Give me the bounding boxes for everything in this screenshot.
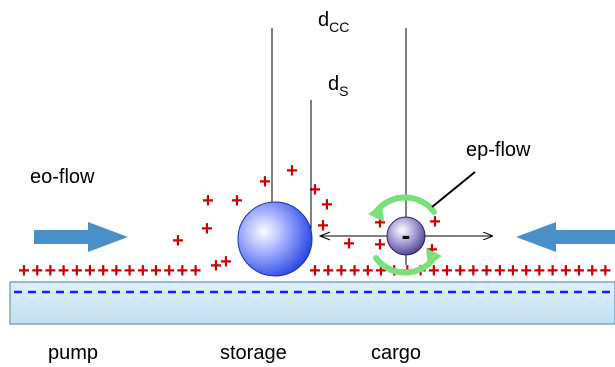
cargo-label: cargo [371, 342, 421, 364]
plus-charge: + [547, 260, 559, 282]
arrow-left-icon [516, 222, 615, 252]
plus-charge: + [202, 190, 214, 212]
plus-charge: + [560, 260, 572, 282]
plus-charge: + [31, 260, 43, 282]
plus-charge: + [494, 260, 506, 282]
plus-charge: + [454, 260, 466, 282]
plus-charge: + [150, 260, 162, 282]
arrow-right-icon [34, 222, 128, 252]
plus-charge: + [231, 190, 243, 212]
plus-charge: + [124, 260, 136, 282]
plus-charge: + [84, 260, 96, 282]
plus-charge: + [201, 218, 213, 240]
d-s-label: dS [328, 73, 348, 99]
plus-charge: + [58, 260, 70, 282]
plus-charge: + [210, 255, 222, 277]
plus-charge: + [18, 260, 30, 282]
plus-charge: + [309, 260, 321, 282]
plus-charge: + [163, 260, 175, 282]
plus-charge: + [71, 260, 83, 282]
plus-charge: + [137, 260, 149, 282]
storage-particle [238, 202, 312, 276]
eo-flow-label: eo-flow [30, 166, 95, 188]
plus-charge: + [220, 251, 232, 273]
plus-charge: + [45, 260, 57, 282]
plus-charge: + [97, 260, 109, 282]
cargo-negative-charge: - [402, 220, 411, 250]
plus-charge: + [586, 260, 598, 282]
plus-charge: + [520, 260, 532, 282]
plus-charge: + [374, 234, 386, 256]
plus-charge: + [336, 260, 348, 282]
plus-charge: + [507, 260, 519, 282]
plus-charge: + [600, 260, 612, 282]
plus-charge: + [573, 260, 585, 282]
plus-charge: + [259, 171, 271, 193]
d-cc-label: dCC [318, 9, 349, 35]
substrate [10, 282, 615, 324]
ep-flow-pointer [432, 172, 475, 207]
pump-label: pump [48, 342, 98, 364]
plus-charge: + [190, 260, 202, 282]
ep-flow-label: ep-flow [466, 139, 531, 161]
plus-charge: + [322, 260, 334, 282]
plus-charge: + [172, 230, 184, 252]
plus-charge: + [349, 260, 361, 282]
plus-charge: + [286, 160, 298, 182]
plus-charge: + [321, 194, 333, 216]
plus-charge: + [481, 260, 493, 282]
plus-charge: + [362, 260, 374, 282]
plus-charge: + [111, 260, 123, 282]
storage-label: storage [220, 342, 287, 364]
plus-charge: + [534, 260, 546, 282]
plus-charge: + [468, 260, 480, 282]
surface-positive-charges: + + + + + + + + + + + + + + + + + + + + + + + + + + + + + + + + + + + + + [18, 260, 611, 282]
plus-charge: + [441, 260, 453, 282]
plus-charge: + [177, 260, 189, 282]
